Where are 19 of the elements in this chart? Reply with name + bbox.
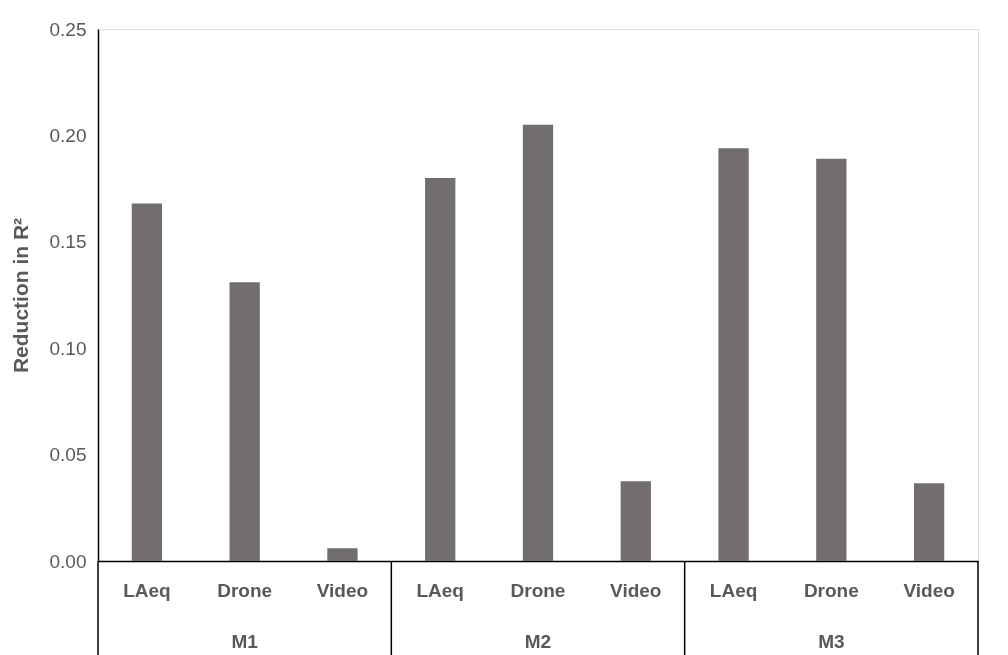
x-tick-label: Drone <box>803 579 859 601</box>
y-tick-label: 0.25 <box>49 18 87 40</box>
x-tick-label: Video <box>903 579 955 601</box>
x-tick-label: Video <box>610 579 662 601</box>
x-tick-label: Video <box>316 579 369 601</box>
x-tick-label: LAeq <box>709 579 758 601</box>
y-tick-label: 0.10 <box>49 337 87 359</box>
text: M3 <box>818 631 845 652</box>
text: M1 <box>231 631 259 652</box>
text: M2 <box>524 631 552 652</box>
x-tick-label: LAeq <box>416 579 464 601</box>
y-axis-title: Reduction in R² <box>8 217 32 374</box>
y-tick-label: 0.20 <box>49 124 87 146</box>
y-tick-label: 0.15 <box>49 231 87 253</box>
x-tick-label: LAeq <box>123 579 171 601</box>
x-tick-label: Drone <box>217 579 273 601</box>
x-tick-label: Drone <box>510 579 566 601</box>
y-tick-label: 0.05 <box>49 444 87 466</box>
y-tick-label: 0.00 <box>49 550 87 572</box>
